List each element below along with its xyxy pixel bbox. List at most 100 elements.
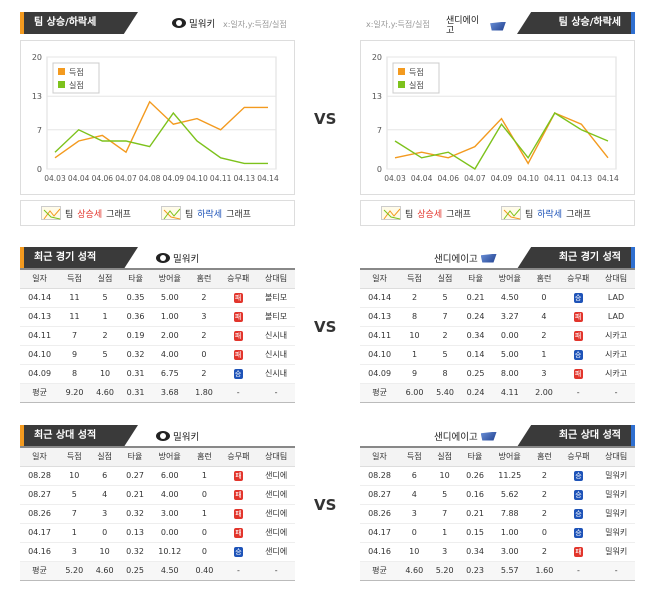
average-cell: 평균 bbox=[20, 560, 60, 581]
average-cell: 4.60 bbox=[89, 560, 120, 581]
table-cell: 0 bbox=[399, 523, 430, 543]
table-cell: 5.62 bbox=[490, 485, 530, 505]
column-header: 실점 bbox=[429, 446, 460, 467]
y-tick-label: 0 bbox=[37, 165, 42, 174]
table-cell: 0 bbox=[529, 523, 560, 543]
table-cell: 신시내 bbox=[257, 364, 295, 384]
table-cell: 0 bbox=[189, 485, 220, 505]
table-cell: 0.13 bbox=[119, 523, 151, 543]
table-row: 04.14 2 5 0.21 4.50 0 승 LAD bbox=[360, 288, 635, 308]
average-cell: - bbox=[597, 560, 635, 581]
table-cell: 0 bbox=[89, 523, 120, 543]
table-cell: 10 bbox=[59, 466, 90, 486]
table-row: 04.10 9 5 0.32 4.00 0 패 신시내 bbox=[20, 345, 295, 365]
table-cell: 0.34 bbox=[459, 542, 491, 562]
table-cell: 0.32 bbox=[120, 345, 151, 365]
table-row: 04.10 1 5 0.14 5.00 1 승 시카고 bbox=[360, 345, 635, 365]
win-badge: 승 bbox=[233, 368, 243, 379]
table-cell: 1.00 bbox=[490, 523, 530, 543]
right-legend-up: 팀 상승세 그래프 bbox=[381, 206, 471, 220]
h2h-left-team: 밀워키 bbox=[156, 429, 199, 443]
x-tick-label: 04.04 bbox=[68, 174, 90, 183]
column-header: 일자 bbox=[360, 446, 400, 467]
table-cell: 4.00 bbox=[150, 345, 189, 365]
average-cell: 평균 bbox=[360, 382, 400, 403]
win-badge: 승 bbox=[573, 527, 583, 538]
padres-logo-icon bbox=[490, 21, 506, 31]
loss-badge: 패 bbox=[573, 311, 583, 322]
average-cell: 4.60 bbox=[89, 382, 121, 403]
y-tick-label: 20 bbox=[32, 53, 42, 62]
average-cell: 4.11 bbox=[490, 382, 529, 403]
recent-left-title: 최근 경기 성적 bbox=[20, 247, 138, 269]
result-cell: 패 bbox=[219, 466, 258, 486]
table-cell: 5 bbox=[59, 485, 90, 505]
table-cell: 6 bbox=[89, 466, 120, 486]
table-cell: 04.17 bbox=[20, 523, 60, 543]
loss-badge: 패 bbox=[233, 349, 243, 360]
brewers-logo-icon bbox=[172, 18, 186, 28]
right-legend-down: 팀 하락세 그래프 bbox=[500, 206, 591, 220]
series-line-scored bbox=[394, 112, 609, 165]
h2h-right-table: 일자 득점 실점 타율 방어율 홈런 승무패 상대팀 08.28 6 10 0.26 11.25 2 승 밀워… bbox=[360, 446, 635, 581]
right-trend-chart: 0 7 13 20 04.03 04.04 04.06 04.07 04.09 04.10 04.1… bbox=[360, 40, 635, 195]
table-cell: 1 bbox=[59, 523, 90, 543]
table-cell: 3.00 bbox=[150, 504, 190, 524]
table-cell: 2 bbox=[188, 364, 220, 384]
loss-badge: 패 bbox=[573, 330, 583, 341]
loss-badge: 패 bbox=[233, 292, 243, 303]
table-cell: 04.14 bbox=[360, 288, 400, 308]
table-cell: 6.00 bbox=[150, 466, 190, 486]
table-cell: 0 bbox=[188, 345, 220, 365]
left-legend-down: 팀 하락세 그래프 bbox=[160, 206, 251, 220]
table-row: 08.26 3 7 0.21 7.88 2 승 밀워키 bbox=[360, 504, 635, 524]
table-cell: 2 bbox=[188, 288, 220, 308]
table-cell: 볼티모 bbox=[257, 307, 295, 327]
average-cell: - bbox=[257, 560, 295, 581]
down-graph-icon bbox=[160, 206, 181, 220]
table-cell: 3 bbox=[89, 504, 120, 524]
table-cell: 0.35 bbox=[120, 288, 151, 308]
table-cell: 7.88 bbox=[490, 504, 530, 524]
average-cell: 4.50 bbox=[150, 560, 190, 581]
table-cell: 0.26 bbox=[459, 466, 491, 486]
table-row: 04.09 8 10 0.31 6.75 2 승 신시내 bbox=[20, 364, 295, 384]
table-cell: 8 bbox=[399, 307, 430, 327]
column-header: 실점 bbox=[429, 268, 461, 289]
average-cell: 0.31 bbox=[120, 382, 151, 403]
recent-right-header: 샌디에이고 최근 경기 성적 bbox=[360, 247, 635, 269]
table-row: 08.28 6 10 0.26 11.25 2 승 밀워키 bbox=[360, 466, 635, 486]
result-cell: 승 bbox=[559, 466, 598, 486]
result-cell: 패 bbox=[219, 345, 258, 365]
series-line-allowed bbox=[54, 111, 268, 165]
column-header: 실점 bbox=[89, 446, 120, 467]
column-header: 상대팀 bbox=[257, 446, 295, 467]
table-cell: 3 bbox=[188, 307, 220, 327]
table-cell: 2 bbox=[529, 466, 560, 486]
recent-left-team: 밀워키 bbox=[156, 251, 199, 265]
table-row: 08.27 4 5 0.16 5.62 2 승 밀워키 bbox=[360, 485, 635, 505]
table-cell: 3 bbox=[399, 504, 430, 524]
loss-badge: 패 bbox=[233, 330, 243, 341]
table-cell: 1 bbox=[528, 345, 560, 365]
table-cell: 0.32 bbox=[119, 542, 151, 562]
down-graph-icon bbox=[500, 206, 521, 220]
table-cell: 1 bbox=[429, 523, 460, 543]
average-cell: - bbox=[219, 382, 258, 403]
table-cell: 11 bbox=[59, 307, 90, 327]
table-cell: 3 bbox=[528, 364, 560, 384]
table-cell: 0 bbox=[189, 523, 220, 543]
average-cell: 평균 bbox=[360, 560, 400, 581]
table-header-row: 일자 득점 실점 타율 방어율 홈런 승무패 상대팀 bbox=[360, 268, 635, 289]
table-cell: 6.75 bbox=[150, 364, 189, 384]
recent-left-header: 최근 경기 성적 밀워키 bbox=[20, 247, 295, 269]
average-cell: 0.24 bbox=[460, 382, 491, 403]
table-row: 04.13 11 1 0.36 1.00 3 패 볼티모 bbox=[20, 307, 295, 327]
table-cell: 08.28 bbox=[360, 466, 400, 486]
column-header: 타율 bbox=[120, 268, 151, 289]
table-cell: 2 bbox=[399, 288, 430, 308]
table-row: 08.26 7 3 0.32 3.00 1 패 샌디에 bbox=[20, 504, 295, 524]
table-cell: 04.09 bbox=[20, 364, 60, 384]
table-cell: 0.00 bbox=[150, 523, 190, 543]
table-cell: 04.10 bbox=[360, 345, 400, 365]
